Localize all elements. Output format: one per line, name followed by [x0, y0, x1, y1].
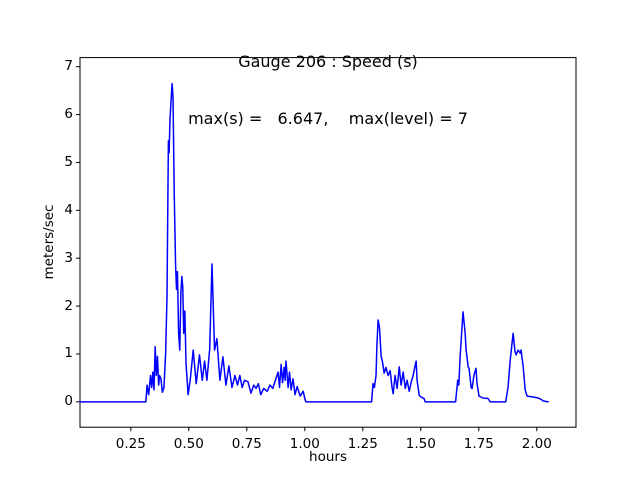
y-tick-label: 3 [64, 249, 73, 266]
y-tick-label: 7 [64, 58, 73, 75]
x-tick-label: 0.50 [173, 436, 204, 452]
plot-border [79, 57, 577, 428]
x-tick-label: 0.75 [231, 436, 262, 452]
x-axis-label: hours [309, 449, 347, 465]
x-tick-label: 1.75 [463, 436, 494, 452]
chart-subtitle: max(s) = 6.647, max(level) = 7 [188, 109, 468, 128]
chart-title: Gauge 206 : Speed (s) [238, 52, 418, 71]
x-tick-label: 1.25 [347, 436, 378, 452]
x-tick-label: 1.00 [289, 436, 320, 452]
y-tick-label: 4 [64, 201, 73, 218]
x-tick-label: 2.00 [521, 436, 552, 452]
speed-line [79, 82, 549, 403]
y-tick-label: 5 [64, 153, 73, 170]
y-tick-label: 6 [64, 106, 73, 123]
y-tick-label: 0 [64, 393, 73, 410]
x-tick-label: 0.25 [115, 436, 146, 452]
y-tick-label: 2 [64, 297, 73, 314]
x-tick-label: 1.50 [405, 436, 436, 452]
title-block: Gauge 206 : Speed (s) max(s) = 6.647, ma… [80, 14, 576, 166]
y-tick-label: 1 [64, 345, 73, 362]
